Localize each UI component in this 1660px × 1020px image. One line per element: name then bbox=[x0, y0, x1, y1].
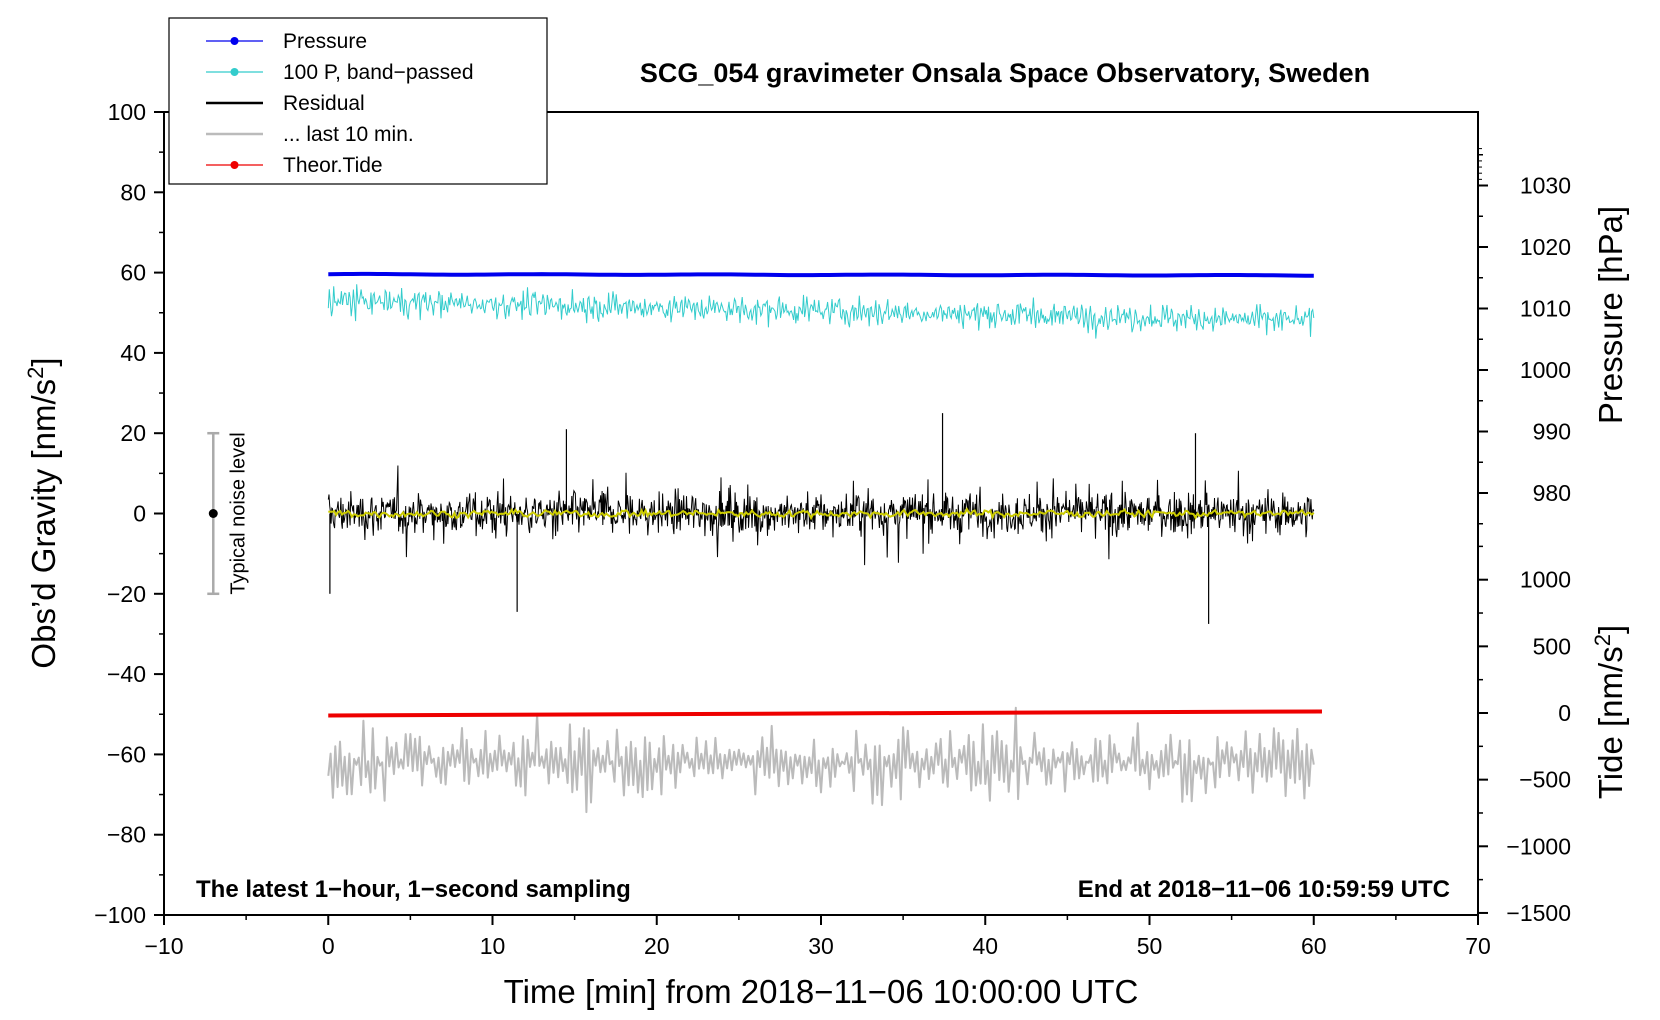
annotation-end-time: End at 2018−11−06 10:59:59 UTC bbox=[1078, 876, 1450, 903]
legend-items: Pressure 100 P, band−passed Residual ... la… bbox=[206, 30, 474, 177]
series-residual bbox=[327, 465, 1315, 566]
y-axis-label-text: Obs’d Gravity [nm/s bbox=[25, 379, 62, 669]
noise-indicator: Typical noise level bbox=[207, 431, 249, 596]
y-tick-label: 60 bbox=[120, 260, 146, 286]
noise-label: Typical noise level bbox=[227, 432, 249, 594]
y-tick-label: 20 bbox=[120, 420, 146, 446]
pressure-tick-label: 1020 bbox=[1520, 234, 1571, 260]
x-axis-ticks: −10 0 10 20 30 40 50 60 70 bbox=[144, 915, 1491, 959]
legend-label: Residual bbox=[283, 92, 365, 115]
legend-marker bbox=[230, 37, 239, 45]
tide-axis-ticks: 1000 500 0 −500 −1000 −1500 bbox=[1478, 545, 1571, 926]
x-axis-label: Time [min] from 2018−11−06 10:00:00 UTC bbox=[504, 973, 1139, 1010]
legend-box bbox=[168, 17, 548, 185]
series-pressure-bandpassed bbox=[327, 284, 1315, 339]
noise-center-dot bbox=[208, 509, 218, 518]
y-tick-label: 40 bbox=[120, 340, 146, 366]
x-tick-label: 10 bbox=[480, 933, 506, 959]
series-layer bbox=[327, 271, 1322, 814]
legend-label: Theor.Tide bbox=[283, 154, 383, 177]
x-tick-label: 60 bbox=[1301, 933, 1327, 959]
tide-tick-label: 500 bbox=[1533, 633, 1571, 659]
tide-tick-label: −1500 bbox=[1506, 900, 1571, 926]
x-tick-label: 20 bbox=[644, 933, 670, 959]
y-axis-label-sup: 2 bbox=[23, 367, 48, 379]
x-tick-label: 30 bbox=[808, 933, 834, 959]
legend-marker bbox=[230, 161, 239, 169]
legend: Pressure 100 P, band−passed Residual ... la… bbox=[168, 17, 548, 185]
y-tick-label: −60 bbox=[107, 741, 146, 767]
tide-tick-label: −500 bbox=[1519, 767, 1571, 793]
tide-axis-label-text: Tide [nm/s bbox=[1592, 646, 1629, 799]
series-pressure bbox=[328, 271, 1314, 278]
tide-tick-label: 1000 bbox=[1520, 567, 1571, 593]
y-axis-label: Obs’d Gravity [nm/s2] bbox=[23, 357, 63, 668]
legend-label: 100 P, band−passed bbox=[283, 61, 474, 84]
pressure-axis-label: Pressure [hPa] bbox=[1592, 206, 1629, 424]
pressure-tick-label: 1000 bbox=[1520, 357, 1571, 383]
legend-label: Pressure bbox=[283, 30, 367, 53]
pressure-tick-label: 1010 bbox=[1520, 296, 1571, 322]
x-tick-label: 0 bbox=[322, 933, 335, 959]
tide-axis-label: Tide [nm/s2] bbox=[1590, 625, 1630, 799]
series-theoretical-tide bbox=[328, 709, 1322, 718]
series-residual-smoothed bbox=[328, 506, 1315, 521]
pressure-tick-label: 1030 bbox=[1520, 173, 1571, 199]
y-axis-label-end: ] bbox=[25, 357, 62, 366]
y-tick-label: 0 bbox=[133, 501, 146, 527]
tide-tick-label: −1000 bbox=[1506, 833, 1571, 859]
y-tick-label: −80 bbox=[107, 822, 146, 848]
y-tick-label: −100 bbox=[94, 902, 146, 928]
x-tick-label: −10 bbox=[144, 933, 183, 959]
tide-axis-label-end: ] bbox=[1592, 625, 1629, 634]
y-tick-label: 100 bbox=[108, 99, 146, 125]
pressure-tick-label: 990 bbox=[1533, 419, 1571, 445]
y-axis-ticks: 100 80 60 40 20 0 −20 −40 −60 −80 −100 bbox=[94, 99, 164, 928]
x-tick-label: 50 bbox=[1137, 933, 1163, 959]
annotation-latest-hour: The latest 1−hour, 1−second sampling bbox=[196, 876, 631, 903]
x-tick-label: 70 bbox=[1465, 933, 1491, 959]
chart-title: SCG_054 gravimeter Onsala Space Observat… bbox=[640, 58, 1370, 88]
tide-tick-label: 0 bbox=[1558, 700, 1571, 726]
pressure-axis-ticks: 1030 1020 1010 1000 990 980 bbox=[1478, 148, 1571, 525]
y-tick-label: −40 bbox=[107, 661, 146, 687]
legend-marker bbox=[230, 68, 239, 76]
legend-label: ... last 10 min. bbox=[283, 123, 414, 146]
y-tick-label: 80 bbox=[120, 179, 146, 205]
series-last-10-min bbox=[327, 706, 1315, 814]
pressure-tick-label: 980 bbox=[1533, 480, 1571, 506]
tide-axis-label-sup: 2 bbox=[1590, 634, 1615, 646]
y-tick-label: −20 bbox=[107, 581, 146, 607]
x-tick-label: 40 bbox=[972, 933, 998, 959]
